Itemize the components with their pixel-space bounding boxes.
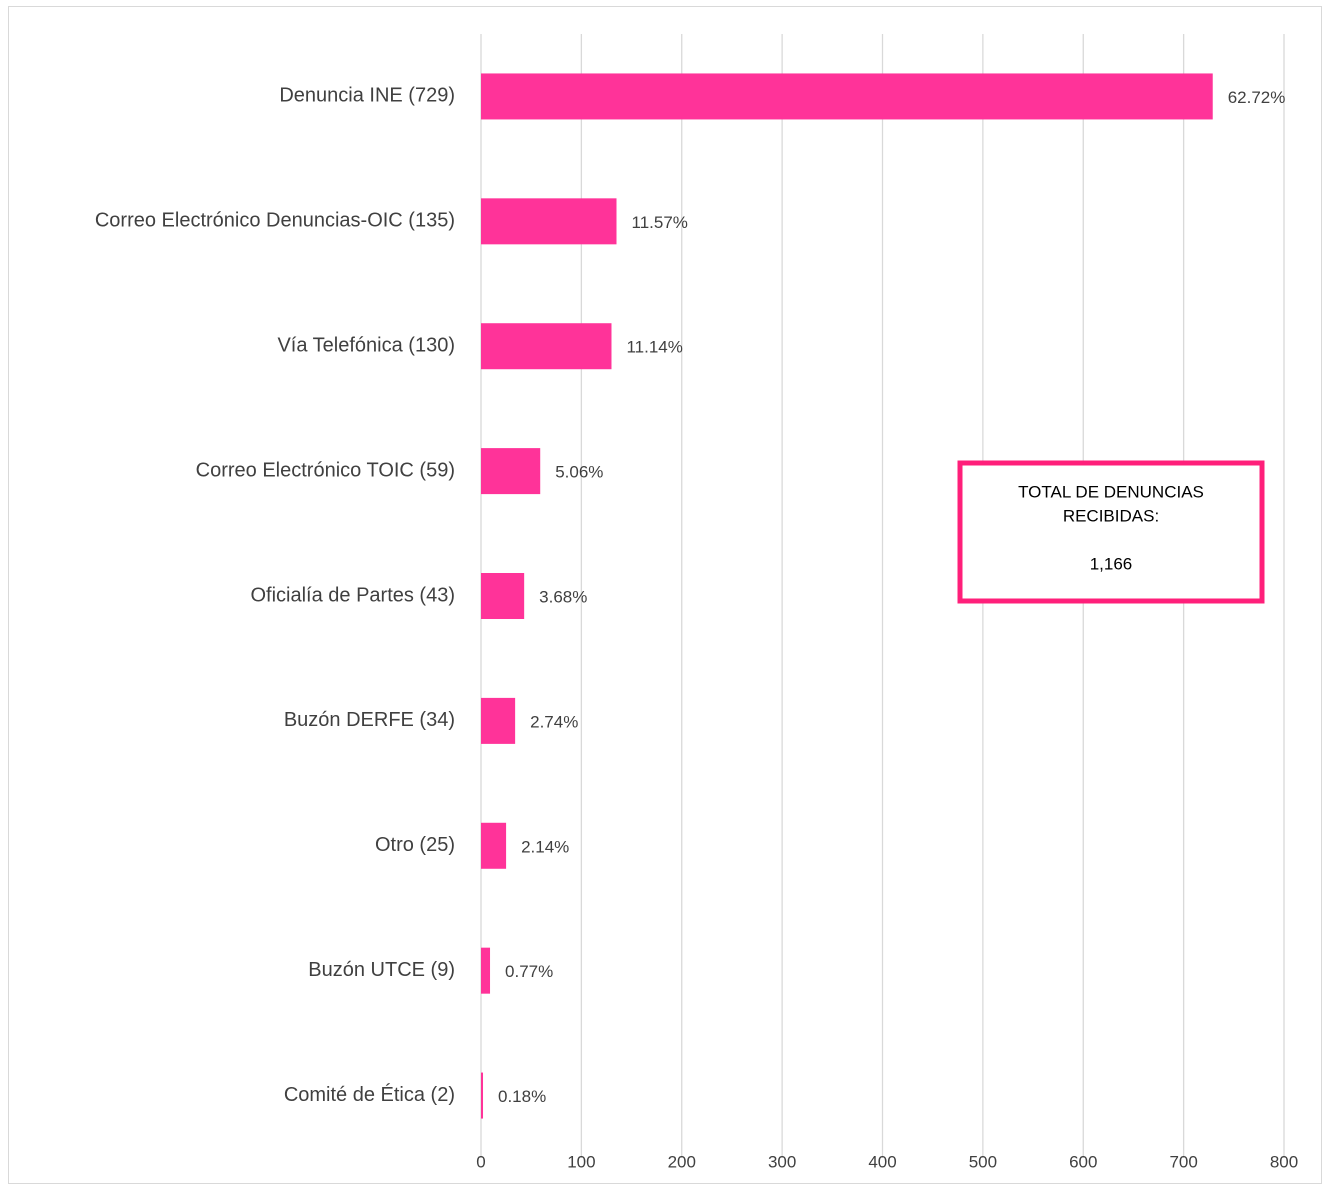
data-label: 0.77% — [505, 962, 553, 981]
bar — [481, 73, 1213, 120]
y-tick-label: Otro (25) — [375, 834, 455, 856]
data-label: 0.18% — [498, 1087, 546, 1106]
bar — [481, 947, 491, 994]
annotation-box — [957, 460, 1265, 604]
data-label: 11.57% — [632, 213, 688, 232]
chart-frame — [8, 6, 1322, 1184]
y-tick-label: Buzón DERFE (34) — [284, 709, 455, 731]
x-tick-label: 200 — [668, 1152, 696, 1171]
data-label: 3.68% — [539, 587, 587, 606]
y-tick-label: Correo Electrónico Denuncias-OIC (135) — [95, 210, 455, 232]
bar — [481, 1072, 484, 1119]
annotation-text: RECIBIDAS: — [1063, 506, 1159, 525]
y-tick-label: Denuncia INE (729) — [279, 85, 455, 107]
x-tick-label: 300 — [768, 1152, 796, 1171]
x-tick-label: 100 — [567, 1152, 595, 1171]
data-label: 2.14% — [521, 837, 569, 856]
x-tick-label: 400 — [868, 1152, 896, 1171]
x-tick-label: 600 — [1069, 1152, 1097, 1171]
data-label: 11.14% — [626, 338, 682, 357]
annotation-text: 1,166 — [1090, 554, 1133, 573]
data-label: 62.72% — [1228, 88, 1286, 107]
y-tick-label: Buzón UTCE (9) — [308, 959, 455, 981]
y-tick-label: Oficialía de Partes (43) — [250, 584, 455, 606]
x-tick-label: 800 — [1270, 1152, 1298, 1171]
bar — [481, 573, 525, 619]
data-label: 5.06% — [555, 463, 603, 482]
data-label: 2.74% — [530, 712, 578, 731]
bar — [481, 198, 617, 245]
y-tick-label: Vía Telefónica (130) — [277, 335, 455, 357]
annotation: TOTAL DE DENUNCIAS RECIBIDAS: 1,166 — [957, 460, 1265, 604]
bar — [481, 822, 507, 869]
x-tick-label: 0 — [476, 1152, 485, 1171]
y-tick-label: Correo Electrónico TOIC (59) — [196, 459, 455, 481]
x-tick-label: 700 — [1169, 1152, 1197, 1171]
annotation-text: TOTAL DE DENUNCIAS — [1018, 482, 1204, 501]
x-tick-label: 500 — [969, 1152, 997, 1171]
bar — [481, 323, 612, 370]
bar — [481, 448, 541, 495]
bar — [481, 697, 516, 744]
y-tick-label: Comité de Ética (2) — [284, 1083, 455, 1106]
